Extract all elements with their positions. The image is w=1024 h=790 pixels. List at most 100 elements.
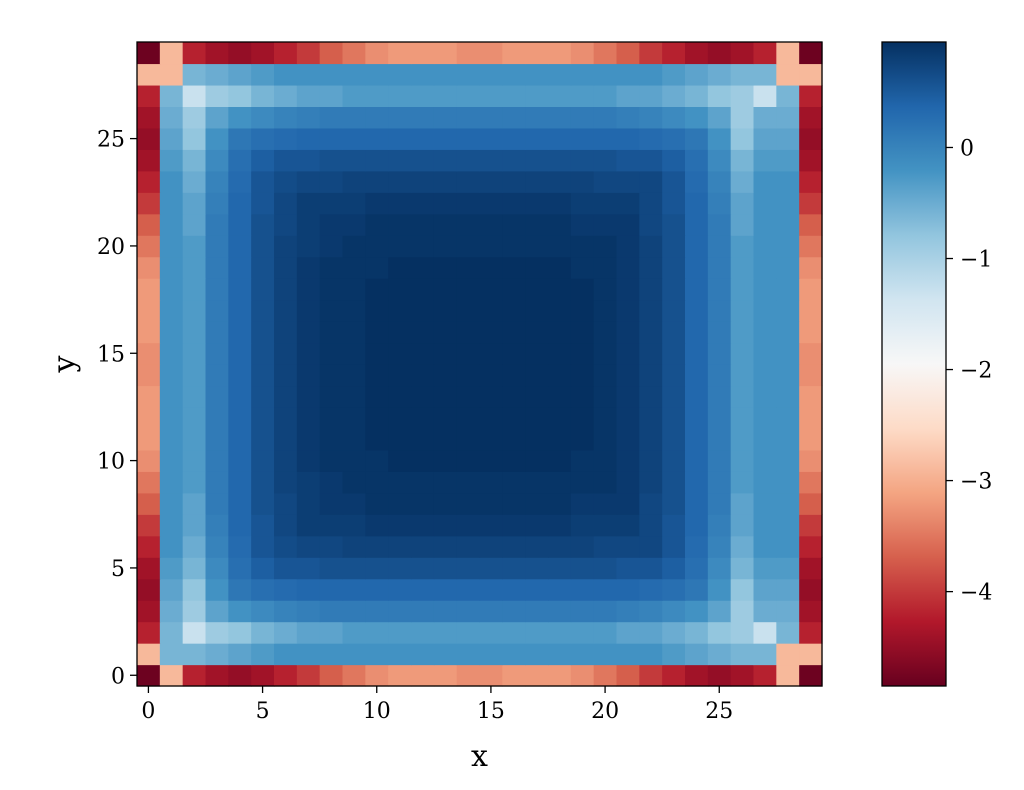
heatmap-cell <box>525 449 549 472</box>
heatmap-cell <box>570 127 595 150</box>
heatmap-cell <box>730 256 755 279</box>
heatmap-cell <box>776 127 800 150</box>
heatmap-cell <box>137 321 161 344</box>
heatmap-cell <box>411 63 435 86</box>
heatmap-cell <box>616 364 640 387</box>
heatmap-cell <box>456 127 481 150</box>
heatmap-cell <box>205 127 229 150</box>
heatmap-cell <box>388 127 412 150</box>
heatmap-cell <box>296 578 321 601</box>
heatmap-cell <box>525 471 549 494</box>
heatmap-cell <box>205 557 229 580</box>
heatmap-cell <box>274 664 298 687</box>
heatmap-cell <box>707 278 732 301</box>
heatmap-cell <box>685 106 709 129</box>
heatmap-cell <box>548 364 572 387</box>
heatmap-cell <box>479 643 503 666</box>
heatmap-cell <box>251 63 275 86</box>
heatmap-cell <box>251 664 275 687</box>
heatmap-cell <box>433 342 458 365</box>
heatmap-cell <box>730 42 755 65</box>
heatmap-cell <box>251 492 275 515</box>
heatmap-cell <box>753 42 777 65</box>
heatmap-cell <box>274 84 298 107</box>
heatmap-cell <box>616 535 640 558</box>
heatmap-cell <box>570 235 595 258</box>
heatmap-cell <box>296 321 321 344</box>
heatmap-cell <box>342 385 366 408</box>
heatmap-cell <box>662 535 686 558</box>
heatmap-cell <box>548 600 572 623</box>
heatmap-cell <box>251 192 275 215</box>
heatmap-cell <box>205 428 229 451</box>
heatmap-cell <box>228 557 252 580</box>
heatmap-cell <box>593 664 618 687</box>
heatmap-cell <box>159 170 184 193</box>
heatmap-cell <box>662 514 686 537</box>
heatmap-cell <box>456 256 481 279</box>
y-tick-label: 25 <box>97 128 125 153</box>
heatmap-cell <box>274 235 298 258</box>
heatmap-cell <box>525 256 549 279</box>
heatmap-cell <box>342 321 366 344</box>
heatmap-cell <box>205 170 229 193</box>
heatmap-cell <box>685 213 709 236</box>
heatmap-cell <box>228 170 252 193</box>
heatmap-cell <box>274 106 298 129</box>
heatmap-cell <box>799 278 823 301</box>
heatmap-cell <box>570 84 595 107</box>
heatmap-cell <box>593 600 618 623</box>
heatmap-cell <box>639 235 663 258</box>
heatmap-cell <box>296 149 321 172</box>
heatmap-cell <box>502 170 526 193</box>
heatmap-cell <box>137 278 161 301</box>
heatmap-cell <box>205 449 229 472</box>
heatmap-cell <box>388 235 412 258</box>
heatmap-cell <box>251 84 275 107</box>
heatmap-cell <box>228 578 252 601</box>
heatmap-cell <box>388 84 412 107</box>
heatmap-cell <box>433 213 458 236</box>
heatmap-cell <box>296 492 321 515</box>
heatmap-cell <box>662 321 686 344</box>
heatmap-cell <box>205 192 229 215</box>
heatmap-cell <box>411 385 435 408</box>
heatmap-cell <box>479 256 503 279</box>
heatmap-cell <box>251 321 275 344</box>
heatmap-cell <box>593 278 618 301</box>
heatmap-cell <box>433 256 458 279</box>
heatmap-cell <box>525 600 549 623</box>
heatmap-cell <box>685 256 709 279</box>
heatmap-cell <box>365 170 389 193</box>
heatmap-cell <box>685 235 709 258</box>
heatmap-cell <box>685 364 709 387</box>
heatmap-cell <box>342 471 366 494</box>
heatmap-cell <box>593 428 618 451</box>
heatmap-cell <box>205 299 229 322</box>
heatmap-cell <box>479 557 503 580</box>
heatmap-cell <box>251 170 275 193</box>
heatmap-cell <box>776 278 800 301</box>
heatmap-cell <box>251 514 275 537</box>
heatmap-cell <box>137 192 161 215</box>
heatmap-cell <box>593 514 618 537</box>
heatmap-cell <box>251 299 275 322</box>
heatmap-cell <box>685 127 709 150</box>
heatmap-cell <box>182 256 207 279</box>
heatmap-cell <box>593 342 618 365</box>
heatmap-cell <box>479 106 503 129</box>
heatmap-cell <box>685 643 709 666</box>
heatmap-cell <box>159 514 184 537</box>
heatmap-cell <box>411 514 435 537</box>
heatmap-cell <box>502 664 526 687</box>
heatmap-cell <box>342 256 366 279</box>
heatmap-cell <box>319 578 344 601</box>
heatmap-cell <box>799 621 823 644</box>
heatmap-cell <box>685 428 709 451</box>
heatmap-cell <box>159 299 184 322</box>
heatmap-cell <box>319 535 344 558</box>
heatmap-cell <box>159 256 184 279</box>
heatmap-cell <box>570 449 595 472</box>
heatmap-cell <box>365 149 389 172</box>
heatmap-cell <box>319 385 344 408</box>
